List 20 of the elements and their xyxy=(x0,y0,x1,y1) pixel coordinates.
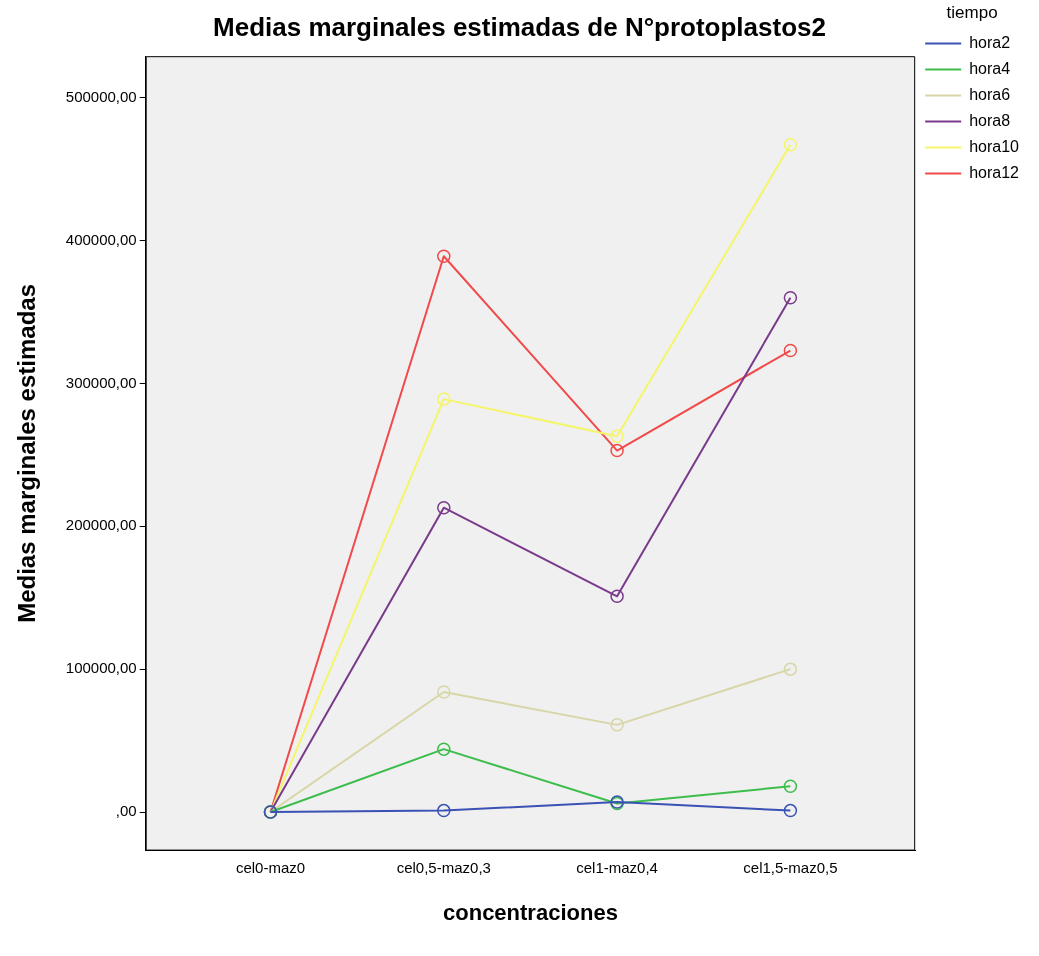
x-tick-label: cel1-maz0,4 xyxy=(576,858,658,876)
legend-label: hora8 xyxy=(969,111,1011,129)
legend-label: hora4 xyxy=(969,59,1011,77)
x-tick-label: cel0-maz0 xyxy=(235,858,306,876)
legend-title: tiempo xyxy=(946,3,998,23)
y-axis-title: Medias marginales estimadas xyxy=(13,283,41,623)
y-tick-label: 400000,00 xyxy=(65,230,137,248)
x-axis-title: concentraciones xyxy=(443,899,618,925)
legend-label: hora10 xyxy=(969,137,1020,155)
y-tick-label: 500000,00 xyxy=(65,87,137,105)
x-tick-label: cel0,5-maz0,3 xyxy=(396,858,491,876)
y-tick-label: 100000,00 xyxy=(65,659,137,677)
legend-label: hora12 xyxy=(969,163,1020,181)
y-tick-label: ,00 xyxy=(115,802,137,820)
chart-title: Medias marginales estimadas de N°protoplastos2 xyxy=(213,11,826,42)
y-tick-label: 300000,00 xyxy=(65,373,137,391)
legend-label: hora2 xyxy=(969,33,1011,51)
y-tick-label: 200000,00 xyxy=(65,516,137,534)
x-tick-label: cel1,5-maz0,5 xyxy=(743,858,838,876)
legend-label: hora6 xyxy=(969,85,1011,103)
